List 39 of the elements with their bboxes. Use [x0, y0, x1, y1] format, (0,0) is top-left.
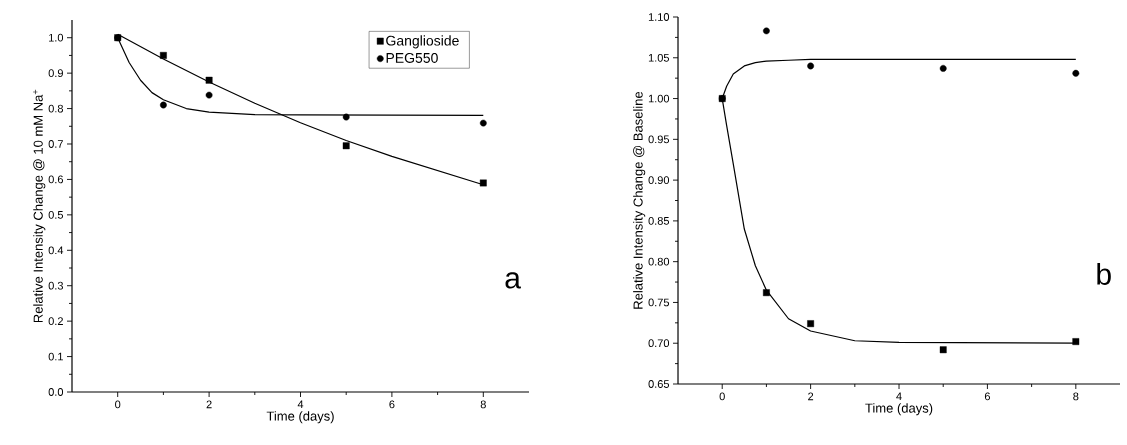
y-tick-label: 1.10	[648, 13, 670, 21]
y-axis-title: Relative Intensity Change @ Baseline	[633, 91, 646, 309]
y-tick-label: 0.6	[48, 175, 63, 184]
y-tick-label: 0.85	[648, 216, 670, 225]
y-tick-label: 0.70	[648, 339, 670, 348]
x-tick-label: 4	[297, 400, 304, 409]
y-tick-label: 1.00	[648, 94, 670, 103]
y-tick-label: 0.80	[648, 257, 670, 266]
legend-label: PEG550	[386, 52, 438, 63]
x-axis-title: Time (days)	[266, 411, 334, 424]
x-tick-label: 6	[389, 400, 395, 409]
x-tick-label: 0	[719, 392, 725, 401]
x-tick-label: 2	[206, 400, 212, 409]
y-tick-label: 0.3	[48, 281, 63, 290]
y-tick-label: 1.0	[49, 33, 64, 42]
y-tick-label: 0.90	[648, 176, 670, 185]
legend-label: Ganglioside	[386, 35, 459, 49]
y-tick-label: 0.4	[48, 246, 64, 255]
y-tick-label: 0.9	[48, 69, 63, 78]
y-tick-label: 0.95	[648, 135, 670, 144]
y-tick-label: 0.8	[48, 104, 63, 113]
y-tick-label: 0.1	[48, 352, 63, 361]
annotation: a	[505, 272, 521, 289]
y-tick-label: 0.75	[648, 298, 670, 307]
x-axis-title: Time (days)	[865, 403, 933, 416]
y-tick-label: 1.05	[648, 53, 670, 62]
x-tick-label: 6	[984, 392, 990, 401]
y-axis-title: Relative Intensity Change @ 10 mM Na$^{+}$	[33, 89, 46, 323]
y-tick-label: 0.65	[648, 380, 670, 388]
y-tick-label: 0.2	[48, 317, 63, 326]
x-tick-label: 8	[480, 400, 486, 409]
x-tick-label: 4	[896, 392, 902, 401]
y-tick-label: 0.0	[48, 388, 64, 396]
x-tick-label: 2	[808, 392, 814, 401]
x-tick-label: 8	[1073, 392, 1079, 401]
x-tick-label: 0	[115, 400, 121, 409]
y-tick-label: 0.5	[48, 210, 64, 219]
y-tick-label: 0.7	[48, 140, 63, 148]
annotation: b	[1097, 262, 1111, 285]
